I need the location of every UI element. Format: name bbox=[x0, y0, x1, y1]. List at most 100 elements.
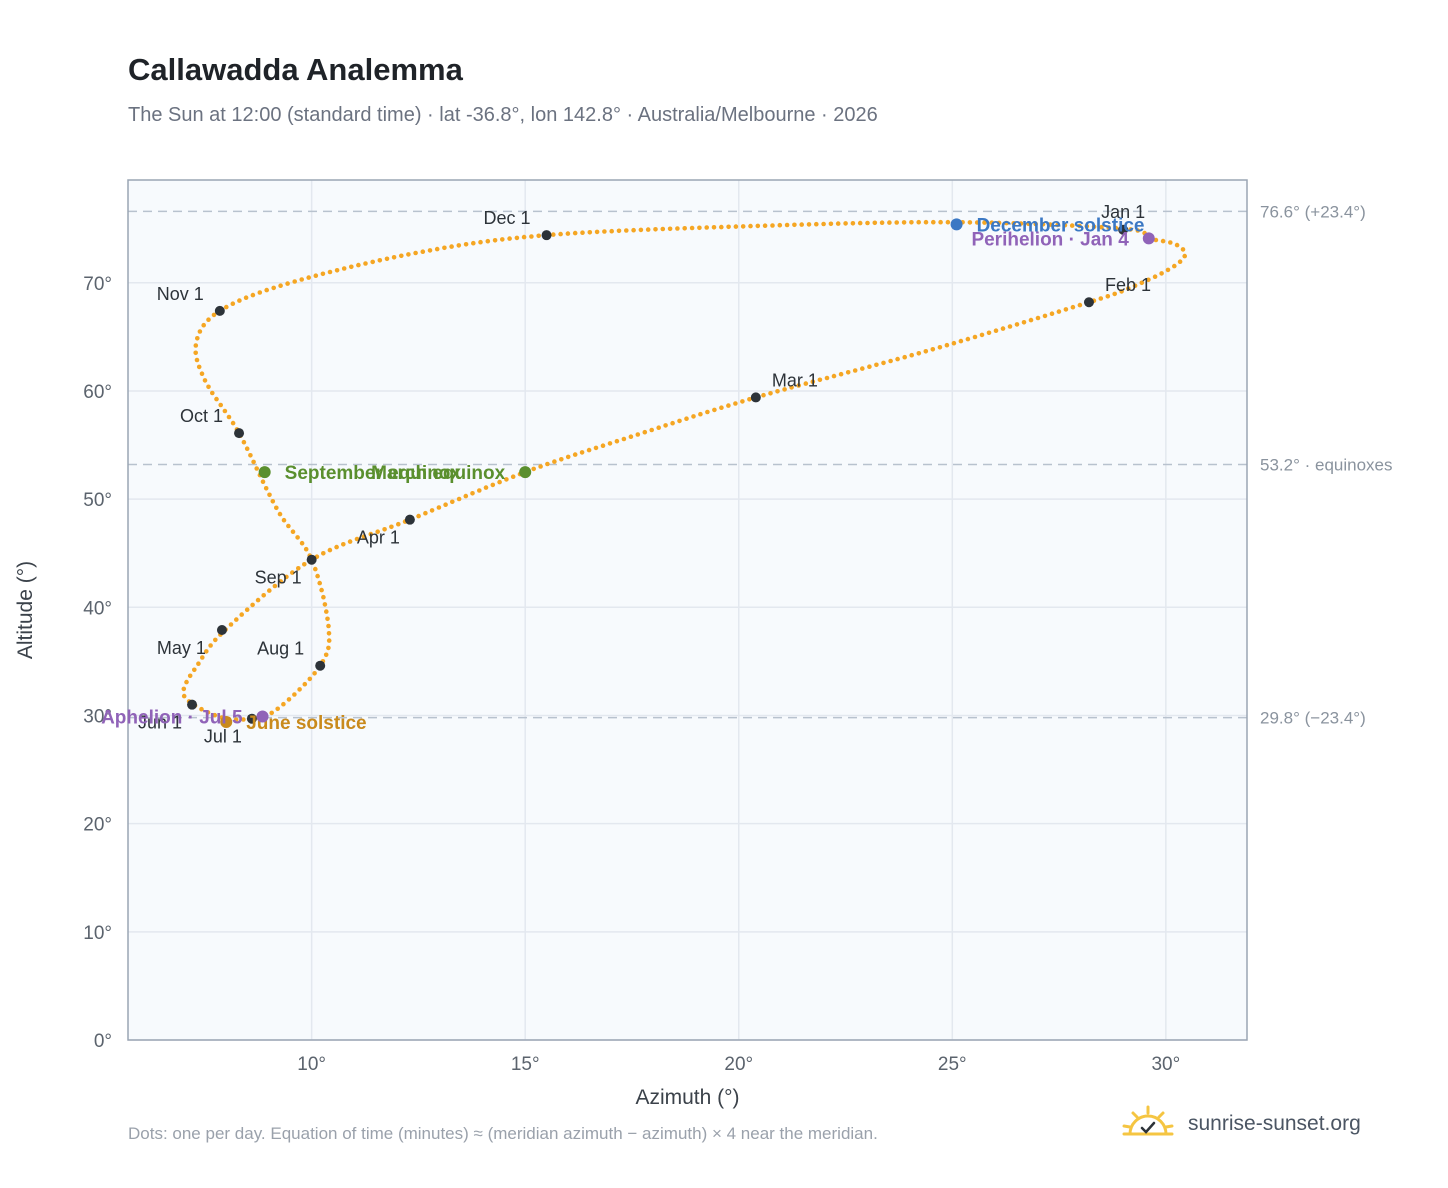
month-label: Apr 1 bbox=[357, 528, 400, 548]
day-dot bbox=[689, 225, 695, 231]
month-label: Oct 1 bbox=[180, 406, 223, 426]
day-dot bbox=[204, 649, 209, 654]
day-dot bbox=[244, 446, 250, 452]
day-dot bbox=[296, 566, 301, 571]
day-dot bbox=[295, 535, 300, 540]
day-dot bbox=[740, 399, 745, 404]
day-dot bbox=[580, 230, 585, 235]
day-dot bbox=[230, 301, 236, 307]
day-dot bbox=[974, 220, 980, 225]
day-dot bbox=[325, 616, 330, 622]
brand[interactable]: sunrise-sunset.org bbox=[1120, 1104, 1361, 1144]
month-point bbox=[234, 428, 245, 439]
day-dot bbox=[1048, 222, 1053, 227]
y-tick-label: 60° bbox=[83, 382, 112, 403]
day-dot bbox=[196, 661, 201, 666]
day-dot bbox=[349, 264, 354, 270]
day-dot bbox=[399, 253, 404, 259]
month-label: Dec 1 bbox=[484, 208, 531, 228]
day-dot bbox=[607, 441, 613, 446]
day-dot bbox=[923, 219, 929, 225]
day-dot bbox=[233, 717, 239, 722]
day-dot bbox=[565, 231, 571, 236]
day-dot bbox=[319, 587, 324, 593]
day-dot bbox=[838, 371, 844, 377]
day-dot bbox=[275, 706, 281, 712]
day-dot bbox=[579, 450, 585, 455]
day-dot bbox=[248, 453, 253, 458]
day-dot bbox=[271, 285, 277, 291]
day-dot bbox=[195, 336, 200, 341]
day-dot bbox=[199, 706, 204, 712]
day-dot bbox=[471, 240, 476, 246]
day-dot bbox=[208, 643, 213, 648]
day-dot bbox=[789, 385, 794, 390]
day-dot bbox=[341, 542, 346, 547]
day-dot bbox=[197, 329, 203, 334]
day-dot bbox=[450, 499, 455, 505]
day-dot bbox=[684, 416, 689, 422]
month-point bbox=[187, 699, 198, 710]
day-dot bbox=[865, 220, 870, 226]
day-dot bbox=[572, 230, 578, 236]
day-dot bbox=[770, 223, 775, 228]
day-dot bbox=[945, 219, 951, 225]
day-dot bbox=[307, 676, 313, 682]
day-dot bbox=[315, 573, 320, 579]
day-dot bbox=[923, 349, 929, 354]
day-dot bbox=[545, 461, 550, 467]
day-dot bbox=[531, 466, 536, 472]
day-dot bbox=[1028, 317, 1034, 323]
event-point bbox=[258, 466, 271, 479]
day-dot bbox=[782, 387, 787, 392]
day-dot bbox=[200, 655, 205, 660]
day-dot bbox=[803, 381, 809, 386]
day-dot bbox=[382, 527, 387, 532]
day-dot bbox=[263, 486, 269, 491]
month-point bbox=[306, 554, 317, 565]
day-dot bbox=[937, 345, 943, 350]
day-dot bbox=[916, 351, 922, 356]
event-label: March equinox bbox=[371, 463, 506, 484]
day-dot bbox=[234, 617, 239, 622]
day-dot bbox=[201, 322, 206, 328]
day-dot bbox=[290, 570, 295, 575]
month-label: Jun 1 bbox=[138, 713, 182, 733]
day-dot bbox=[594, 229, 600, 235]
day-dot bbox=[677, 418, 682, 424]
day-dot bbox=[292, 692, 297, 697]
month-point bbox=[1083, 297, 1094, 308]
sun-logo-icon bbox=[1122, 1105, 1174, 1136]
day-dot bbox=[670, 420, 675, 426]
day-dot bbox=[363, 261, 368, 266]
day-dot bbox=[434, 246, 440, 252]
day-dot bbox=[286, 697, 292, 702]
day-dot bbox=[852, 368, 858, 373]
day-dot bbox=[278, 283, 283, 289]
day-dot bbox=[193, 343, 199, 348]
day-dot bbox=[1165, 267, 1171, 273]
day-dot bbox=[938, 219, 943, 225]
day-dot bbox=[1033, 221, 1038, 227]
day-dot bbox=[784, 222, 790, 228]
day-dot bbox=[196, 364, 202, 370]
day-dot bbox=[1152, 274, 1158, 280]
day-dot bbox=[292, 279, 298, 284]
day-dot bbox=[244, 607, 250, 612]
day-dot bbox=[572, 452, 578, 457]
day-dot bbox=[463, 242, 469, 247]
day-dot bbox=[237, 298, 242, 303]
day-dot bbox=[228, 622, 234, 627]
day-dot bbox=[559, 457, 564, 462]
day-dot bbox=[507, 236, 512, 241]
day-dot bbox=[312, 671, 317, 676]
day-dot bbox=[449, 244, 454, 249]
day-dot bbox=[1055, 222, 1060, 228]
day-dot bbox=[888, 358, 893, 364]
day-dot bbox=[241, 439, 247, 445]
day-dot bbox=[989, 220, 995, 225]
month-point bbox=[1118, 224, 1129, 235]
day-dot bbox=[1146, 277, 1151, 283]
day-dot bbox=[642, 429, 648, 435]
day-dot bbox=[290, 529, 296, 534]
